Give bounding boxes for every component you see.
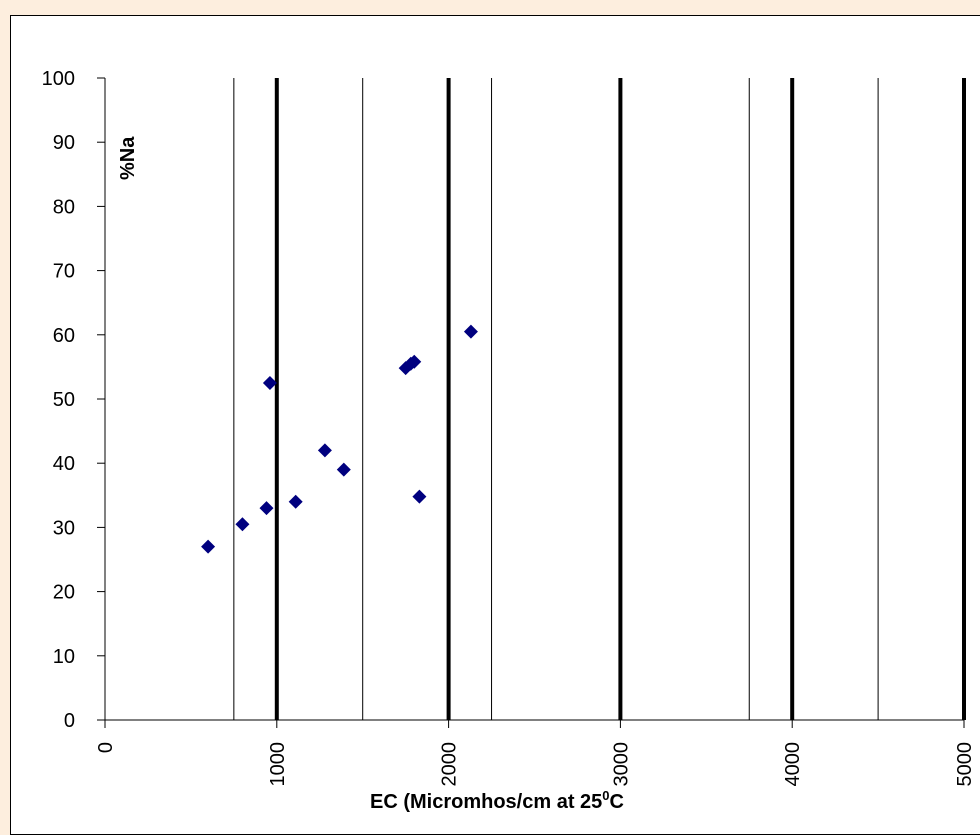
x-tick-label: 3000 (610, 742, 632, 787)
data-point (407, 354, 422, 369)
y-tick-label: 100 (42, 68, 75, 90)
x-axis-title-sup: 0 (602, 788, 609, 803)
y-tick-label: 70 (53, 261, 75, 283)
chart-frame (10, 15, 980, 835)
y-tick-label: 80 (53, 196, 75, 218)
x-axis-title-main: EC (Micromhos/cm at 25 (370, 791, 602, 813)
data-point (262, 375, 277, 390)
data-point (412, 489, 427, 504)
y-tick-label: 50 (53, 389, 75, 411)
grid-lines (233, 78, 966, 720)
x-tick-label: 5000 (954, 742, 976, 787)
data-point (288, 494, 303, 509)
x-tick-label: 4000 (782, 742, 804, 787)
x-tick-label: 0 (95, 742, 117, 753)
x-tick-label: 2000 (439, 742, 461, 787)
data-point (235, 517, 250, 532)
data-point (259, 501, 274, 516)
data-points (201, 324, 478, 554)
x-tick-labels: 0 1000 2000 3000 4000 5000 (95, 742, 976, 787)
axes (97, 77, 965, 728)
y-tick-label: 10 (53, 646, 75, 668)
data-point (201, 539, 216, 554)
y-tick-label: 90 (53, 132, 75, 154)
data-point (336, 462, 351, 477)
y-tick-label: 60 (53, 325, 75, 347)
y-tick-labels: 0 10 20 30 40 50 60 70 80 90 100 (42, 68, 75, 732)
x-tick-label: 1000 (267, 742, 289, 787)
y-tick-label: 0 (64, 710, 75, 732)
x-axis-title: EC (Micromhos/cm at 250C (370, 788, 624, 813)
y-axis-title: %Na (117, 136, 139, 180)
y-tick-label: 40 (53, 453, 75, 475)
y-tick-label: 20 (53, 582, 75, 604)
y-tick-label: 30 (53, 517, 75, 539)
data-point (463, 324, 478, 339)
x-axis-title-tail: C (610, 791, 624, 813)
data-point (317, 443, 332, 458)
scatter-chart: 0 10 20 30 40 50 60 70 80 90 100 0 1000 2000 3000 4000… (42, 68, 976, 813)
